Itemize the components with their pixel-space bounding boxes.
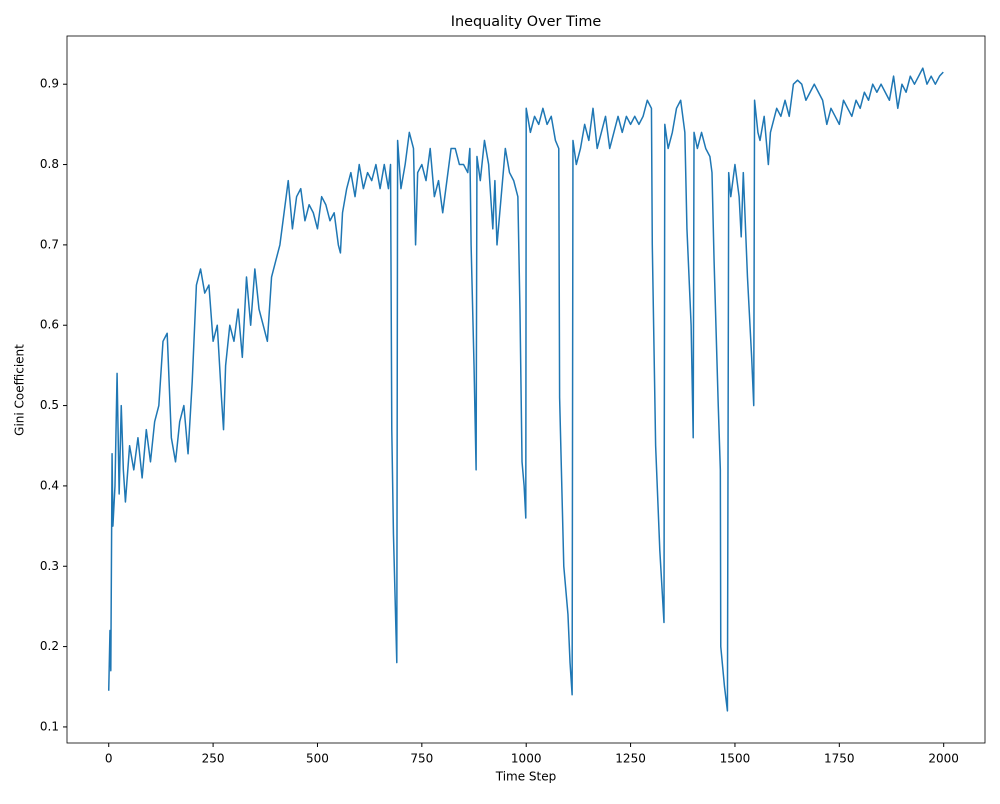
x-tick-label: 2000 <box>928 752 959 766</box>
y-tick-label: 0.9 <box>40 77 59 91</box>
y-tick-label: 0.1 <box>40 719 59 733</box>
x-tick-label: 1000 <box>511 752 542 766</box>
x-axis-label: Time Step <box>495 770 557 784</box>
y-tick-label: 0.4 <box>40 478 59 492</box>
x-tick-label: 1250 <box>615 752 646 766</box>
x-tick-label: 250 <box>202 752 225 766</box>
x-tick-label: 0 <box>105 752 113 766</box>
y-tick-label: 0.5 <box>40 398 59 412</box>
y-tick-label: 0.2 <box>40 639 59 653</box>
y-axis-label: Gini Coefficient <box>13 344 27 436</box>
x-tick-label: 1750 <box>824 752 855 766</box>
x-tick-label: 500 <box>306 752 329 766</box>
data-line <box>107 67 944 712</box>
plot-frame <box>66 35 986 744</box>
chart-title: Inequality Over Time <box>451 14 602 30</box>
y-tick-label: 0.3 <box>40 559 59 573</box>
y-tick-label: 0.6 <box>40 318 59 332</box>
x-tick-label: 750 <box>410 752 433 766</box>
y-tick-label: 0.7 <box>40 237 59 251</box>
y-tick-label: 0.8 <box>40 157 59 171</box>
x-tick-label: 1500 <box>720 752 751 766</box>
